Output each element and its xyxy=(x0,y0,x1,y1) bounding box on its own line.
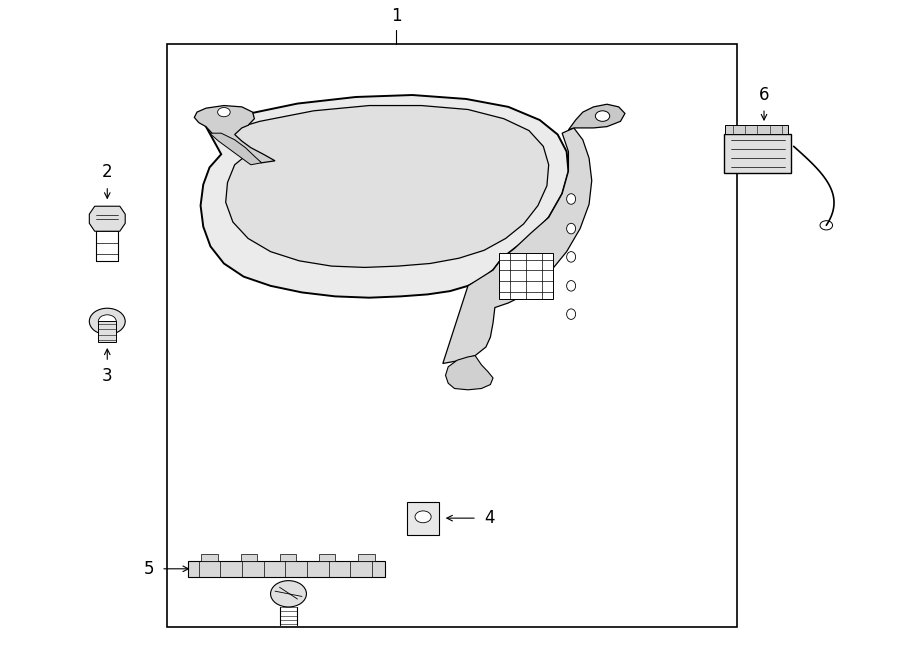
Text: 5: 5 xyxy=(143,560,154,578)
Text: 1: 1 xyxy=(391,7,401,24)
Text: 3: 3 xyxy=(102,367,112,385)
Ellipse shape xyxy=(567,223,576,234)
Bar xyxy=(98,321,116,342)
Text: 6: 6 xyxy=(759,85,769,104)
Bar xyxy=(280,555,296,561)
Circle shape xyxy=(271,580,306,607)
Polygon shape xyxy=(224,106,549,268)
Bar xyxy=(167,44,737,627)
Circle shape xyxy=(98,315,116,328)
Circle shape xyxy=(415,511,431,523)
Ellipse shape xyxy=(567,280,576,291)
Bar xyxy=(407,502,439,535)
Circle shape xyxy=(820,221,832,230)
Bar xyxy=(240,555,256,561)
Bar xyxy=(202,555,218,561)
Polygon shape xyxy=(194,106,275,163)
Text: 4: 4 xyxy=(484,509,495,527)
Polygon shape xyxy=(569,104,625,130)
Circle shape xyxy=(89,308,125,334)
Bar xyxy=(500,253,554,299)
Ellipse shape xyxy=(567,309,576,319)
Circle shape xyxy=(218,108,230,117)
Polygon shape xyxy=(210,133,262,165)
Bar xyxy=(188,561,385,576)
Circle shape xyxy=(596,111,609,122)
Bar xyxy=(725,126,788,134)
Polygon shape xyxy=(443,128,592,364)
Bar xyxy=(724,134,791,173)
Ellipse shape xyxy=(567,194,576,204)
Polygon shape xyxy=(89,206,125,231)
Polygon shape xyxy=(201,95,569,297)
Polygon shape xyxy=(446,356,493,390)
Bar xyxy=(320,555,336,561)
Ellipse shape xyxy=(567,252,576,262)
Bar xyxy=(358,555,374,561)
Text: 2: 2 xyxy=(102,163,112,181)
